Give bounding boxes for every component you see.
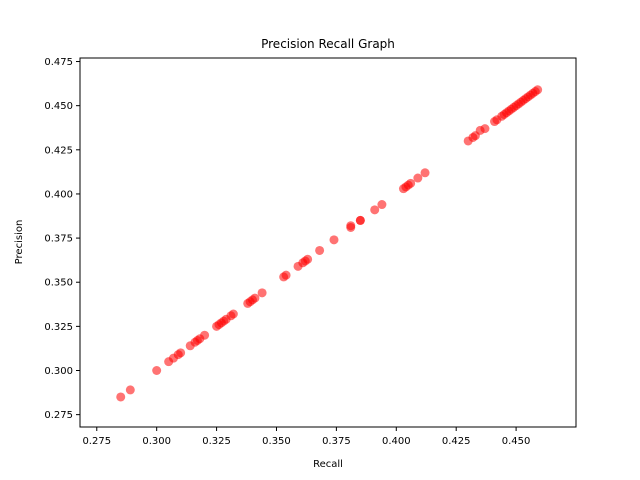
y-tick-label: 0.300 [44,366,73,377]
scatter-point [315,245,325,255]
scatter-point [480,124,490,134]
scatter-point [303,254,313,264]
x-tick-label: 0.350 [262,436,291,447]
x-tick-label: 0.450 [502,436,531,447]
y-tick-label: 0.400 [44,189,73,200]
y-tick-label: 0.375 [44,234,73,245]
y-tick-label: 0.425 [44,145,73,156]
scatter-point [125,385,135,395]
scatter-point [250,293,260,303]
x-tick-label: 0.400 [382,436,411,447]
y-axis-label: Precision [14,220,25,265]
scatter-point [200,330,210,340]
plot-frame [79,57,577,428]
x-tick-label: 0.325 [202,436,231,447]
x-tick-label: 0.375 [322,436,351,447]
scatter-point [281,270,291,280]
y-tick-label: 0.475 [44,57,73,68]
x-tick-label: 0.425 [442,436,471,447]
x-tick-label: 0.275 [82,436,111,447]
chart-title: Precision Recall Graph [261,37,395,51]
scatter-point [152,366,162,376]
x-axis-ticks: 0.275 0.300 0.325 0.350 0.375 0.400 0.425 0.450 [82,427,530,447]
scatter-point [377,200,387,210]
y-tick-label: 0.450 [44,101,73,112]
scatter-point [346,221,356,231]
x-axis-label: Recall [313,459,343,470]
y-tick-label: 0.275 [44,410,73,421]
scatter-point [370,205,380,215]
scatter-point [176,348,186,358]
scatter-point [228,309,238,319]
scatter-point [533,85,543,95]
y-tick-label: 0.350 [44,278,73,289]
scatter-point [413,173,423,183]
x-tick-label: 0.300 [142,436,171,447]
scatter-point [257,288,267,298]
scatter-points [116,85,543,402]
scatter-point [406,178,416,188]
scatter-point [355,215,365,225]
y-tick-label: 0.325 [44,322,73,333]
scatter-point [420,168,430,178]
scatter-point [329,235,339,245]
y-axis-ticks: 0.275 0.300 0.325 0.350 0.375 0.400 0.425 0.450… [44,57,80,421]
scatter-point [116,392,126,402]
